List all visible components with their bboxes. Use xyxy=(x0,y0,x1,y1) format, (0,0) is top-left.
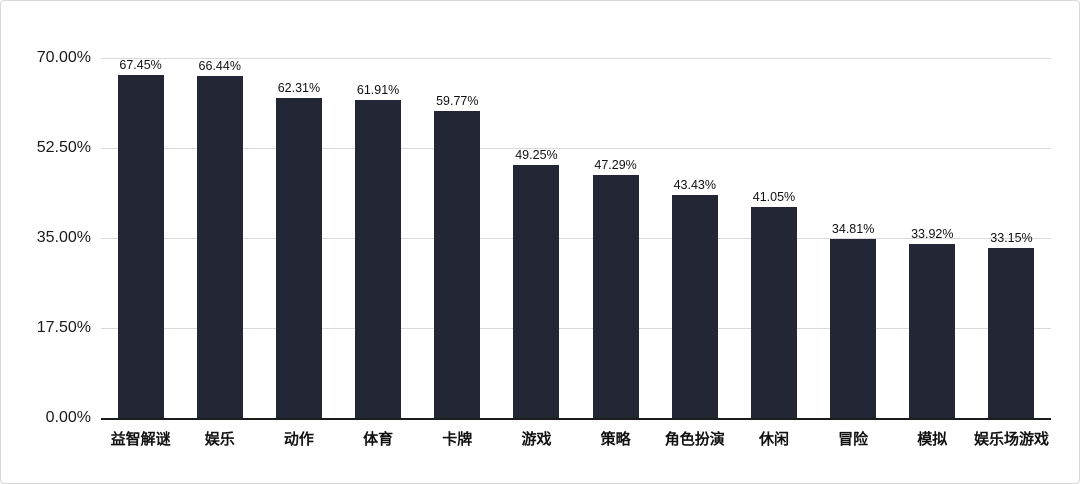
x-axis-labels: 益智解谜 娱乐 动作 体育 卡牌 游戏 策略 角色扮演 休闲 冒险 模拟 娱乐场游戏 xyxy=(101,428,1051,449)
x-category-label: 模拟 xyxy=(917,431,948,448)
bar-value-label: 41.05% xyxy=(752,189,796,204)
x-category-label: 策略 xyxy=(600,431,631,448)
x-category-label: 动作 xyxy=(283,431,314,448)
bar-slot: 62.31% xyxy=(259,58,338,418)
y-tick-label: 17.50% xyxy=(36,319,91,336)
x-category-label: 娱乐 xyxy=(204,431,235,448)
x-category-label: 娱乐场游戏 xyxy=(973,431,1049,448)
bar xyxy=(434,110,481,418)
bar xyxy=(830,238,877,418)
bar-value-label: 59.77% xyxy=(436,93,479,108)
plot-area: 67.45% 66.44% 62.31% 61.91% 59.77% 49.25% 47.2… xyxy=(101,58,1051,420)
bar-value-label: 47.29% xyxy=(594,157,637,172)
x-category-label: 冒险 xyxy=(838,431,869,448)
bar-slot: 59.77% xyxy=(418,58,497,418)
bar-slot: 61.91% xyxy=(339,58,418,418)
bar xyxy=(355,99,402,418)
x-category-label: 益智解谜 xyxy=(110,431,171,448)
bar-slot: 43.43% xyxy=(655,58,734,418)
bar-slot: 66.44% xyxy=(180,58,259,418)
bar xyxy=(196,76,243,418)
x-category-label: 休闲 xyxy=(758,431,789,448)
gridline xyxy=(101,148,1051,149)
y-tick-label: 0.00% xyxy=(45,409,91,426)
x-category-label: 体育 xyxy=(363,431,394,448)
gridline xyxy=(101,58,1051,59)
bar-value-label: 34.81% xyxy=(831,221,875,236)
y-tick-label: 70.00% xyxy=(36,49,91,66)
bar-slot: 41.05% xyxy=(734,58,813,418)
bar xyxy=(909,243,956,418)
bar-value-label: 67.45% xyxy=(119,58,162,72)
y-tick-label: 35.00% xyxy=(36,229,91,246)
y-tick-label: 52.50% xyxy=(36,139,91,156)
x-category-label: 卡牌 xyxy=(442,431,473,448)
bar xyxy=(592,174,639,418)
bar-value-label: 33.15% xyxy=(990,230,1033,245)
x-category-label: 游戏 xyxy=(521,431,552,448)
bar xyxy=(750,206,797,418)
bar-value-label: 43.43% xyxy=(673,177,716,192)
bars-row: 67.45% 66.44% 62.31% 61.91% 59.77% 49.25% 47.2… xyxy=(101,58,1051,418)
bar xyxy=(513,164,560,418)
bar-value-label: 49.25% xyxy=(515,147,558,162)
bar xyxy=(275,97,322,418)
bar-slot: 33.15% xyxy=(972,58,1051,418)
bar-value-label: 62.31% xyxy=(277,80,321,95)
bar xyxy=(671,194,718,418)
gridline xyxy=(101,238,1051,239)
bar-value-label: 66.44% xyxy=(198,59,241,74)
bar-slot: 49.25% xyxy=(497,58,576,418)
bar-value-label: 61.91% xyxy=(356,82,400,97)
gridline xyxy=(101,328,1051,329)
bar-slot: 34.81% xyxy=(814,58,893,418)
x-axis-line xyxy=(101,418,1051,420)
bar xyxy=(988,247,1035,418)
bar-slot: 67.45% xyxy=(101,58,180,418)
y-axis: 70.00% 52.50% 35.00% 17.50% 0.00% xyxy=(1,49,91,426)
bar-value-label: 33.92% xyxy=(911,226,954,241)
bar xyxy=(117,75,164,418)
x-category-label: 角色扮演 xyxy=(664,431,725,448)
bar-slot: 47.29% xyxy=(576,58,655,418)
bar-slot: 33.92% xyxy=(893,58,972,418)
